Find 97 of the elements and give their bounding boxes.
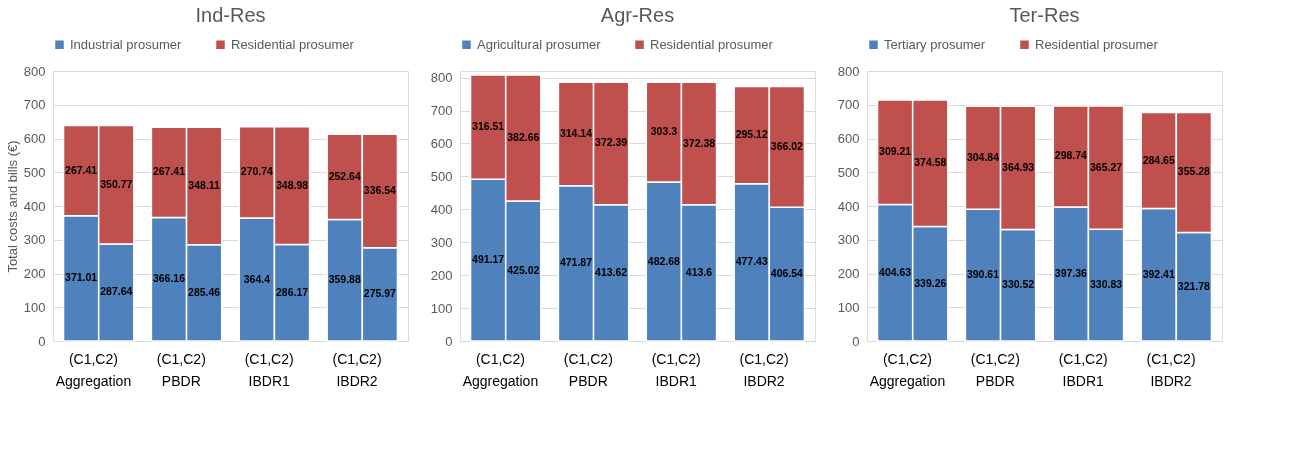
data-label: 491.17 [472, 253, 505, 266]
y-tick-label: 100 [23, 299, 46, 315]
legend-label: Residential prosumer [231, 36, 355, 52]
chart-title: Ter-Res [1009, 4, 1080, 26]
legend-label: Residential prosumer [1035, 36, 1159, 52]
y-tick-label: 200 [430, 267, 453, 283]
data-label: 413.6 [685, 265, 713, 278]
x-tick-label: (C1,C2) IBDR2 [1146, 351, 1196, 389]
legend-label: Tertiary prosumer [884, 36, 986, 52]
chart-title: Agr-Res [600, 4, 675, 26]
y-tick-label: 300 [837, 232, 860, 248]
data-label: 365.27 [1089, 160, 1123, 173]
data-label: 364.4 [243, 272, 271, 285]
x-tick-label: (C1,C2) IBDR1 [651, 351, 701, 389]
data-label: 348.98 [275, 178, 309, 191]
y-axis-title: Total costs and bills (€) [4, 140, 20, 273]
data-label: 404.63 [879, 265, 912, 278]
data-label: 413.62 [595, 265, 628, 278]
y-tick-label: 400 [23, 198, 46, 214]
data-label: 275.97 [363, 287, 397, 300]
x-tick-label: (C1,C2) IBDR1 [1058, 351, 1108, 389]
data-label: 372.39 [595, 136, 628, 149]
data-label: 295.12 [735, 128, 768, 141]
data-label: 336.54 [363, 184, 397, 197]
data-label: 270.74 [240, 165, 274, 178]
chart-title: Ind-Res [195, 4, 266, 26]
data-label: 298.74 [1054, 149, 1088, 162]
data-label: 477.43 [735, 255, 768, 268]
data-label: 374.58 [914, 156, 947, 169]
y-tick-label: 300 [23, 232, 46, 248]
data-label: 482.68 [647, 254, 681, 267]
data-label: 303.3 [650, 125, 678, 138]
y-tick-label: 800 [837, 63, 860, 79]
y-tick-label: 0 [852, 333, 860, 349]
y-tick-label: 200 [837, 266, 860, 281]
data-label: 366.16 [152, 272, 186, 285]
y-tick-label: 400 [430, 201, 453, 217]
x-tick-label: (C1,C2) Aggregation [55, 351, 132, 389]
data-label: 372.38 [682, 136, 716, 149]
data-label: 350.77 [100, 177, 133, 190]
data-label: 397.36 [1054, 266, 1088, 279]
y-tick-label: 800 [430, 70, 453, 86]
data-label: 286.17 [275, 285, 309, 298]
data-label: 390.61 [966, 268, 1000, 281]
data-label: 392.41 [1142, 267, 1175, 280]
data-label: 371.01 [65, 271, 98, 284]
x-tick-label: (C1,C2) PBDR [970, 351, 1020, 389]
y-tick-label: 700 [430, 103, 453, 119]
y-tick-label: 700 [23, 97, 46, 113]
data-label: 316.51 [472, 120, 505, 133]
x-tick-label: (C1,C2) Aggregation [462, 351, 539, 389]
x-tick-label: (C1,C2) IBDR1 [244, 351, 294, 389]
y-tick-label: 600 [23, 131, 46, 146]
y-tick-label: 300 [430, 234, 453, 250]
y-tick-label: 200 [23, 266, 46, 281]
y-tick-label: 400 [837, 198, 860, 214]
data-label: 425.02 [507, 264, 540, 277]
data-label: 364.93 [1002, 160, 1035, 173]
y-tick-label: 100 [837, 299, 860, 315]
data-label: 314.14 [559, 126, 593, 139]
y-tick-label: 0 [445, 333, 453, 349]
data-label: 267.41 [152, 165, 186, 178]
x-tick-label: (C1,C2) IBDR2 [332, 351, 382, 389]
y-tick-label: 500 [837, 164, 860, 180]
legend-label: Industrial prosumer [70, 36, 182, 52]
data-label: 330.52 [1002, 278, 1035, 291]
y-tick-label: 500 [23, 164, 46, 180]
data-label: 355.28 [1177, 165, 1211, 178]
data-label: 287.64 [100, 285, 133, 298]
x-tick-label: (C1,C2) IBDR2 [739, 351, 789, 389]
data-label: 382.66 [507, 131, 540, 144]
x-tick-label: (C1,C2) PBDR [156, 351, 206, 389]
data-label: 267.41 [65, 163, 98, 176]
data-label: 284.65 [1142, 153, 1175, 166]
x-tick-label: (C1,C2) Aggregation [869, 351, 946, 389]
data-label: 366.02 [770, 139, 804, 152]
y-tick-label: 100 [430, 300, 453, 316]
data-label: 252.64 [328, 169, 361, 182]
data-label: 471.87 [559, 256, 593, 269]
legend-label: Agricultural prosumer [477, 36, 602, 52]
data-label: 406.54 [770, 267, 804, 280]
y-tick-label: 800 [23, 63, 46, 79]
data-label: 339.26 [914, 276, 947, 289]
legend-label: Residential prosumer [650, 36, 774, 52]
data-label: 321.78 [1177, 279, 1211, 292]
data-label: 309.21 [879, 145, 912, 158]
data-label: 285.46 [188, 285, 221, 298]
data-label: 304.84 [966, 150, 1000, 163]
x-tick-label: (C1,C2) PBDR [563, 351, 613, 389]
y-tick-label: 600 [837, 131, 860, 146]
y-tick-label: 600 [430, 135, 453, 151]
y-tick-label: 500 [430, 168, 453, 184]
y-tick-label: 0 [38, 333, 46, 349]
data-label: 348.11 [188, 178, 221, 191]
data-label: 359.88 [328, 273, 361, 286]
y-tick-label: 700 [837, 97, 860, 113]
data-label: 330.83 [1089, 278, 1123, 291]
